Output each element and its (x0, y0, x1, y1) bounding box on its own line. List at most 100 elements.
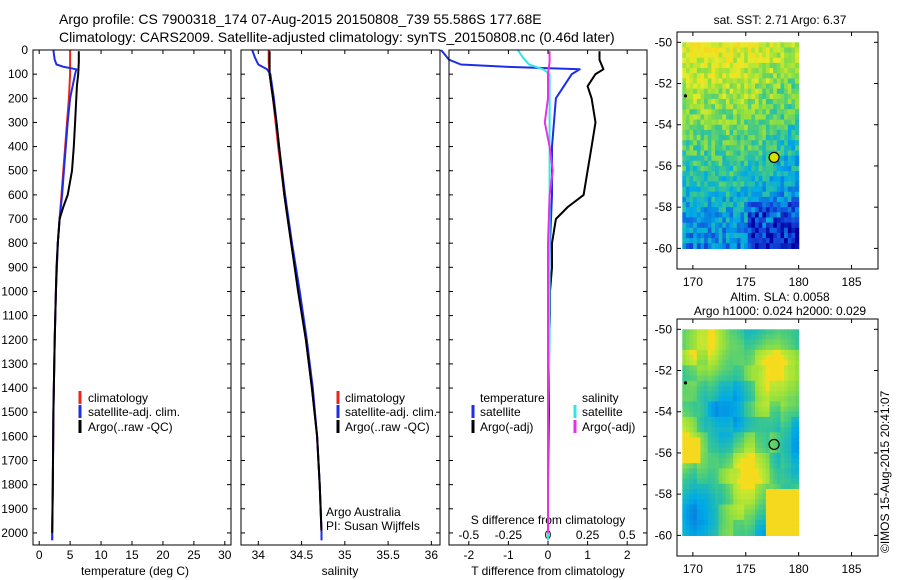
map-cell (700, 212, 705, 219)
map-cell (704, 416, 709, 423)
map-cell (747, 98, 752, 105)
map-cell (751, 499, 756, 506)
map-cell (733, 42, 738, 49)
map-cell (696, 473, 702, 480)
map-cell (744, 349, 749, 356)
map-cell (787, 171, 792, 177)
depth-tick-label: 100 (8, 67, 28, 81)
map-cell (747, 401, 752, 408)
map-cell (751, 73, 756, 79)
map-cell (744, 186, 749, 193)
map-cell (733, 365, 738, 372)
map-cell (722, 129, 727, 136)
map-cell (758, 129, 763, 136)
map-cell (725, 391, 731, 397)
map-cell (787, 98, 792, 105)
map-cell (751, 494, 756, 500)
map-cell (780, 68, 785, 74)
map-cell (685, 119, 691, 126)
map-cell (776, 42, 782, 49)
map-cell (696, 442, 702, 449)
map-cell (729, 380, 734, 387)
map-cell (704, 73, 709, 79)
map-cell (765, 47, 771, 54)
map-cell (685, 196, 691, 203)
map-cell (755, 73, 760, 79)
map-cell (704, 360, 709, 366)
map-cell (795, 57, 800, 64)
map-cell (685, 334, 691, 341)
map-cell (689, 176, 694, 183)
map-cell (773, 73, 778, 79)
map-cell (747, 509, 752, 516)
map-cell (747, 329, 752, 336)
map-cell (718, 380, 723, 387)
map-cell (769, 416, 774, 423)
map-cell (765, 140, 771, 146)
map-cell (780, 447, 785, 454)
map-cell (718, 62, 723, 69)
map-cell (769, 339, 774, 346)
map-cell (729, 140, 734, 146)
map-cell (795, 401, 800, 408)
map-cell (707, 68, 712, 74)
map-cell (725, 145, 731, 152)
map-cell (729, 62, 734, 69)
map-cell (682, 186, 687, 193)
map-cell (776, 478, 782, 485)
map-cell (765, 468, 771, 475)
map-cell (784, 191, 789, 198)
map-cell (740, 109, 745, 116)
map-cell (784, 396, 789, 403)
map-cell (795, 109, 800, 116)
map-cell (751, 165, 756, 172)
sst-map-frame (676, 31, 879, 270)
map-cell (780, 365, 785, 372)
map-cell (740, 375, 745, 382)
map-cell (707, 494, 712, 500)
map-cell (780, 222, 785, 229)
map-cell (733, 437, 738, 444)
map-cell (762, 186, 767, 193)
map-cell (729, 458, 734, 464)
map-cell (696, 483, 702, 490)
map-cell (693, 370, 698, 377)
map-cell (795, 191, 800, 198)
y-tick-label: -52 (655, 77, 673, 91)
temperature-depth-ticks: 0100200300400500600700800900100011001200… (1, 43, 231, 540)
map-cell (718, 155, 723, 162)
map-cell (736, 114, 742, 121)
map-cell (744, 458, 749, 464)
map-cell (715, 124, 720, 131)
map-cell (762, 422, 767, 428)
map-cell (755, 186, 760, 193)
map-cell (729, 509, 734, 516)
map-cell (725, 468, 731, 475)
map-cell (773, 360, 778, 366)
map-cell (707, 339, 712, 346)
map-cell (740, 437, 745, 444)
map-cell (722, 442, 727, 449)
map-cell (736, 212, 742, 219)
map-cell (780, 432, 785, 439)
map-cell (765, 98, 771, 105)
map-cell (780, 207, 785, 213)
map-cell (740, 463, 745, 470)
map-cell (776, 140, 782, 146)
map-cell (693, 530, 698, 536)
map-cell (773, 334, 778, 341)
map-cell (740, 93, 745, 100)
map-cell (722, 329, 727, 336)
map-cell (780, 212, 785, 219)
map-cell (744, 437, 749, 444)
map-cell (729, 207, 734, 213)
map-cell (718, 422, 723, 428)
map-cell (715, 365, 720, 372)
map-cell (769, 463, 774, 470)
map-cell (729, 93, 734, 100)
map-cell (725, 339, 731, 346)
map-cell (751, 124, 756, 131)
map-cell (736, 150, 742, 157)
map-cell (791, 88, 796, 95)
map-cell (791, 140, 796, 146)
